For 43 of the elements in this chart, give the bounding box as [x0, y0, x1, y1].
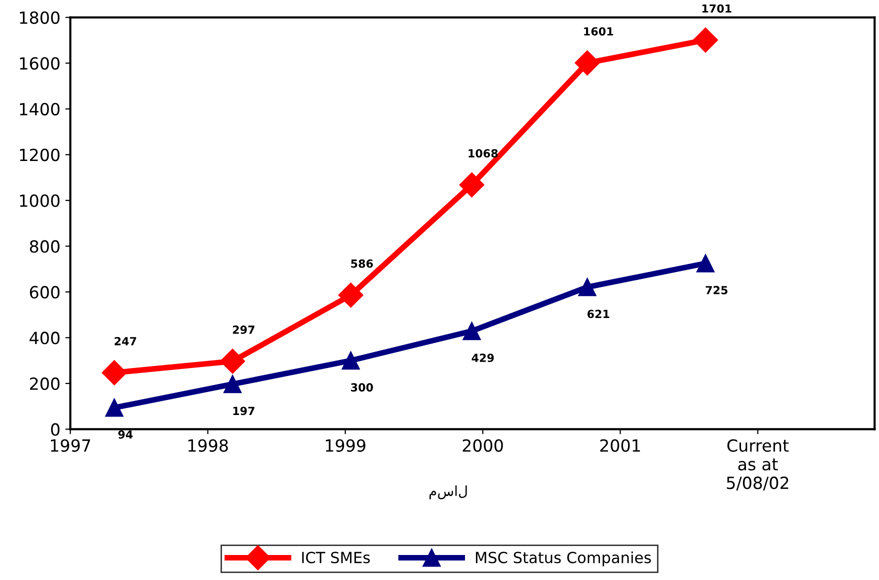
y-tick-label: 1800	[20, 11, 60, 24]
y-tick-label: 1600	[20, 57, 60, 70]
y-tick-label: 800	[30, 240, 60, 253]
data-label: 300	[351, 383, 373, 392]
x-tick-label: 1997	[50, 439, 90, 452]
point	[696, 254, 715, 272]
point	[105, 398, 124, 417]
point	[338, 282, 364, 308]
y-tick-label: 1400	[20, 102, 60, 116]
point	[578, 278, 596, 296]
data-label: 247	[114, 336, 136, 346]
point	[102, 360, 127, 386]
x-tick-label: 1999	[326, 439, 366, 452]
data-label: 725	[706, 286, 728, 294]
data-label: 429	[472, 354, 494, 362]
legend-label: MSC Status Companies	[476, 551, 651, 566]
y-tick-label: 400	[30, 332, 60, 344]
data-label: 1601	[584, 27, 614, 36]
data-label: 94	[118, 430, 133, 439]
point	[342, 352, 360, 370]
point	[574, 50, 600, 76]
x-tick-label: Current as at 5/08/02	[726, 439, 789, 490]
data-label: 586	[351, 259, 373, 268]
data-label: 1701	[702, 4, 732, 13]
data-label: 621	[587, 310, 610, 318]
x-tick-label: 2000	[462, 439, 503, 452]
y-tick-label: 1200	[20, 148, 60, 162]
data-label: 297	[232, 326, 254, 334]
x-tick-label: 2001	[600, 439, 640, 452]
point	[693, 28, 718, 53]
y-tick-label: 1000	[20, 194, 60, 207]
x-tick-label: 1998	[188, 439, 228, 452]
point	[224, 375, 242, 394]
point	[462, 322, 481, 340]
y-tick-label: 200	[30, 377, 60, 390]
point	[459, 172, 484, 198]
y-tick-label: 600	[30, 286, 60, 298]
point	[220, 348, 246, 374]
legend-label: ICT SMEs	[302, 552, 370, 564]
data-label: 1068	[468, 149, 498, 158]
data-label: 197	[233, 406, 254, 416]
text: مسال	[429, 485, 467, 500]
y-tick-label: 0	[51, 423, 60, 436]
